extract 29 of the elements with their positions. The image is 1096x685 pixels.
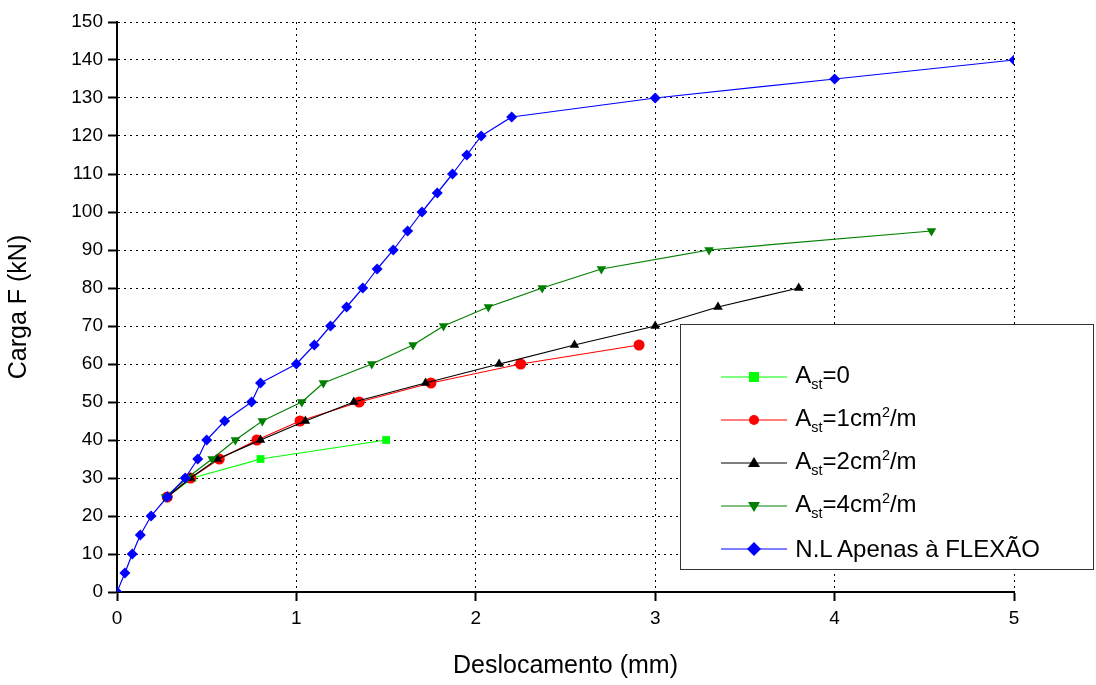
y-tick-label: 80 bbox=[81, 276, 103, 298]
y-tick-label: 100 bbox=[71, 200, 103, 222]
legend-label: A$_{st}$=1cm$^{2}$/m bbox=[795, 404, 917, 435]
legend-label: A$_{st}$=0 bbox=[795, 361, 850, 392]
y-tick-label: 150 bbox=[71, 10, 103, 32]
y-tick-label: 10 bbox=[81, 542, 103, 564]
y-axis-title: Carga F (kN) bbox=[2, 234, 31, 380]
x-tick-label: 5 bbox=[1008, 606, 1020, 628]
y-tick-label: 130 bbox=[71, 86, 103, 108]
y-tick-label: 20 bbox=[81, 504, 103, 526]
x-tick-label: 1 bbox=[291, 606, 302, 628]
x-axis-title: Deslocamento (mm) bbox=[452, 649, 679, 678]
legend-label: A$_{st}$=2cm$^{2}$/m bbox=[795, 447, 917, 478]
x-tick-label: 3 bbox=[649, 606, 661, 628]
y-tick-label: 50 bbox=[81, 390, 103, 412]
y-tick-label: 140 bbox=[71, 48, 103, 70]
legend-label: A$_{st}$=4cm$^{2}$/m bbox=[795, 490, 917, 521]
y-tick-label: 0 bbox=[92, 580, 103, 602]
y-tick-label: 70 bbox=[81, 314, 103, 336]
y-tick-label: 110 bbox=[72, 162, 103, 184]
y-tick-label: 120 bbox=[71, 124, 103, 146]
x-tick-label: 2 bbox=[470, 606, 482, 628]
x-tick-label: 4 bbox=[829, 606, 841, 628]
legend-label: N.L Apenas à FLEXÃO bbox=[795, 534, 1040, 563]
x-tick-label: 0 bbox=[111, 606, 123, 628]
y-tick-label: 60 bbox=[81, 352, 103, 374]
y-tick-label: 90 bbox=[81, 238, 103, 260]
y-tick-label: 40 bbox=[81, 428, 103, 450]
y-tick-label: 30 bbox=[81, 466, 103, 488]
